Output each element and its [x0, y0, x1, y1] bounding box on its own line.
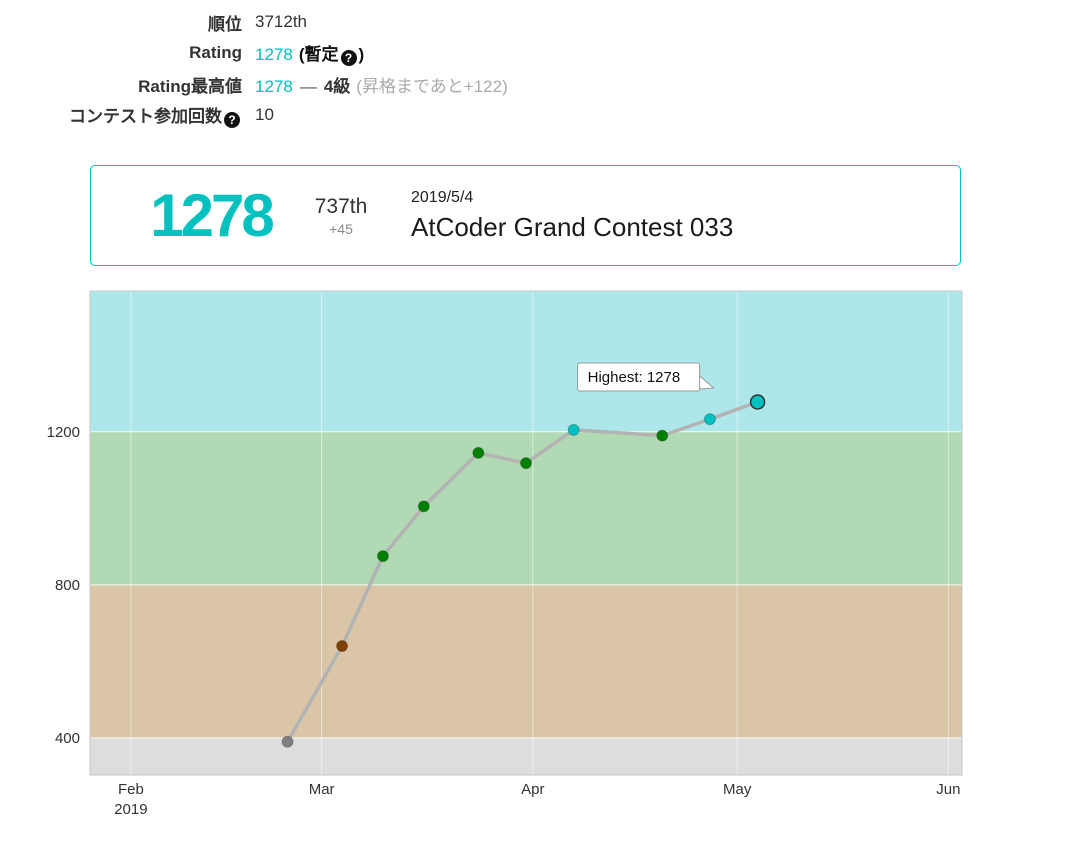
x-tick-label: Jun — [936, 781, 960, 798]
rank-value: 3712th — [255, 12, 307, 31]
y-tick-label: 400 — [55, 730, 80, 747]
rating-band — [90, 737, 962, 775]
gridlines — [90, 291, 962, 775]
stat-row-contest-count: コンテスト参加回数? 10 — [0, 100, 508, 130]
data-point[interactable] — [472, 446, 485, 459]
latest-place-block: 737th +45 — [311, 195, 371, 237]
data-point[interactable] — [376, 550, 389, 563]
latest-place: 737th — [314, 194, 368, 218]
stat-row-highest-rating: Rating最高値 1278 — 4級 (昇格まであと+122) — [0, 69, 508, 99]
data-point[interactable] — [336, 640, 349, 653]
highest-tooltip: Highest: 1278 — [577, 362, 715, 392]
data-point[interactable] — [703, 413, 716, 426]
rank-label: 順位 — [208, 14, 242, 34]
contest-name[interactable]: AtCoder Grand Contest 033 — [411, 211, 734, 242]
data-point[interactable] — [281, 735, 294, 748]
rating-band — [90, 291, 962, 432]
latest-rating: 1278 — [150, 182, 274, 249]
x-tick-label: Apr — [521, 781, 544, 798]
latest-contest-card: 1278 737th +45 2019/5/4 AtCoder Grand Co… — [90, 165, 961, 266]
tooltip-box — [577, 362, 701, 392]
rating-value: 1278 — [255, 45, 293, 64]
data-points — [281, 394, 766, 748]
contest-count-value: 10 — [255, 105, 274, 124]
data-point[interactable] — [656, 429, 669, 442]
promotion-note: (昇格まであと+122) — [356, 76, 508, 96]
highest-rating-label: Rating最高値 — [138, 76, 242, 96]
data-point[interactable] — [520, 457, 532, 470]
plot-border — [89, 290, 963, 776]
highest-rating-value-group: 1278 — 4級 (昇格まであと+122) — [255, 72, 508, 97]
contest-count-label: コンテスト参加回数? — [0, 102, 242, 128]
rating-line — [285, 400, 760, 744]
stat-row-rating: Rating 1278 (暫定?) — [0, 38, 508, 68]
x-tick-label: May — [723, 781, 752, 798]
x-tick-label: Mar — [309, 781, 335, 798]
highest-separator: — — [299, 76, 317, 96]
rating-band — [90, 431, 962, 585]
y-tick-label: 1200 — [47, 424, 80, 441]
y-tick-label: 800 — [55, 577, 80, 594]
data-point[interactable] — [417, 500, 430, 513]
kyu-grade: 4級 — [323, 76, 351, 96]
x-tick-label: Feb — [118, 781, 144, 798]
tooltip-text: Highest: 1278 — [588, 369, 681, 386]
data-point[interactable] — [749, 394, 766, 410]
data-point[interactable] — [567, 423, 580, 436]
help-icon[interactable]: ? — [224, 112, 240, 128]
help-icon[interactable]: ? — [340, 50, 357, 66]
highest-rating-value: 1278 — [255, 76, 293, 96]
contest-date: 2019/5/4 — [411, 188, 474, 206]
user-stats: 順位 3712th Rating 1278 (暫定?) Rating最高値 127… — [0, 7, 508, 131]
rating-label: Rating — [189, 43, 242, 62]
rating-bands — [90, 291, 962, 775]
rating-value-group: 1278 (暫定?) — [255, 40, 364, 66]
latest-contest-info: 2019/5/4 AtCoder Grand Contest 033 — [411, 189, 733, 243]
x-tick-sublabel: 2019 — [114, 801, 147, 818]
stat-row-rank: 順位 3712th — [0, 7, 508, 37]
rating-delta: +45 — [329, 220, 353, 237]
provisional-text: (暫定 — [298, 45, 339, 64]
provisional-close: ) — [358, 45, 365, 64]
contest-count-label-text: コンテスト参加回数 — [69, 107, 222, 126]
provisional-note: (暫定?) — [298, 45, 365, 66]
axis-labels: 400 800 1200 Feb 2019 Mar Apr May Jun — [47, 424, 961, 818]
rating-band — [90, 584, 962, 738]
